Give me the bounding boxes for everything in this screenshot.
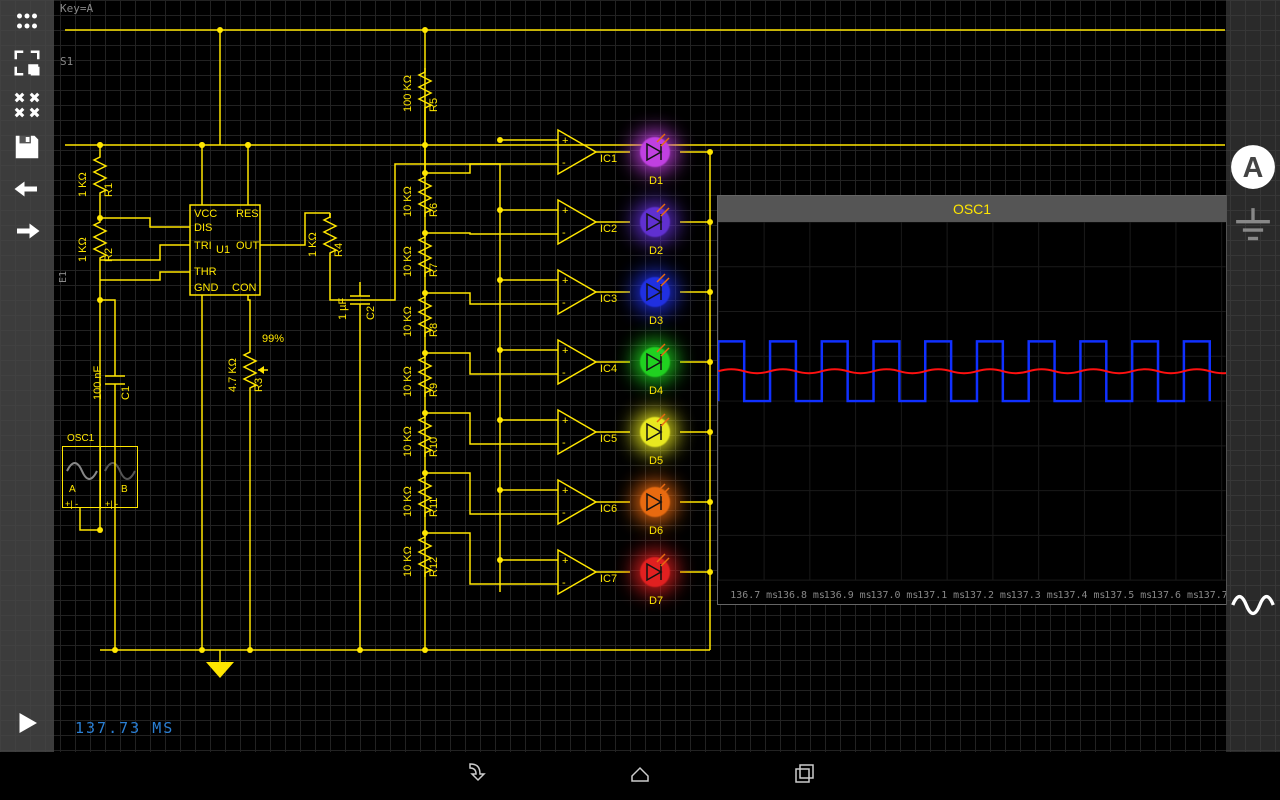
svg-text:137.3 ms: 137.3 ms — [1011, 590, 1059, 601]
svg-text:136.8 ms: 136.8 ms — [777, 590, 825, 601]
play-icon[interactable] — [0, 702, 54, 744]
svg-text:137.7 ms: 137.7 ms — [1198, 590, 1226, 601]
oscilloscope-panel[interactable]: OSC1 136.7 ms136.8 ms136.9 ms137.0 ms137… — [717, 195, 1227, 605]
home-icon[interactable] — [628, 762, 652, 791]
auto-mode-icon[interactable]: A — [1226, 140, 1280, 194]
fullscreen-icon[interactable] — [0, 42, 54, 84]
undo-icon[interactable] — [0, 168, 54, 210]
svg-text:137.4 ms: 137.4 ms — [1058, 590, 1106, 601]
wave-icon[interactable] — [1226, 578, 1280, 632]
ground-icon[interactable] — [1226, 198, 1280, 252]
oscilloscope-title: OSC1 — [718, 196, 1226, 222]
svg-text:137.1 ms: 137.1 ms — [917, 590, 965, 601]
android-navbar — [0, 752, 1280, 800]
svg-text:137.2 ms: 137.2 ms — [964, 590, 1012, 601]
redo-icon[interactable] — [0, 210, 54, 252]
svg-text:137.6 ms: 137.6 ms — [1151, 590, 1199, 601]
left-toolbar — [0, 0, 54, 752]
osc1-probe-box[interactable]: OSC1 A B +| - +| - — [62, 446, 138, 508]
grip-icon[interactable] — [0, 0, 54, 42]
right-toolbar: A — [1226, 0, 1280, 752]
fit-icon[interactable] — [0, 84, 54, 126]
switch-s1-label: S1 — [60, 55, 73, 68]
recent-icon[interactable] — [792, 762, 816, 791]
svg-text:137.0 ms: 137.0 ms — [871, 590, 919, 601]
e1-label: E1 — [58, 271, 69, 283]
oscilloscope-body: 136.7 ms136.8 ms136.9 ms137.0 ms137.1 ms… — [718, 222, 1226, 604]
svg-text:136.7 ms: 136.7 ms — [730, 590, 778, 601]
sim-time-label: 137.73 MS — [75, 719, 174, 737]
svg-text:137.5 ms: 137.5 ms — [1104, 590, 1152, 601]
back-icon[interactable] — [464, 762, 488, 791]
save-icon[interactable] — [0, 126, 54, 168]
svg-text:136.9 ms: 136.9 ms — [824, 590, 872, 601]
key-label: Key=A — [60, 2, 93, 15]
svg-text:A: A — [1243, 152, 1264, 184]
